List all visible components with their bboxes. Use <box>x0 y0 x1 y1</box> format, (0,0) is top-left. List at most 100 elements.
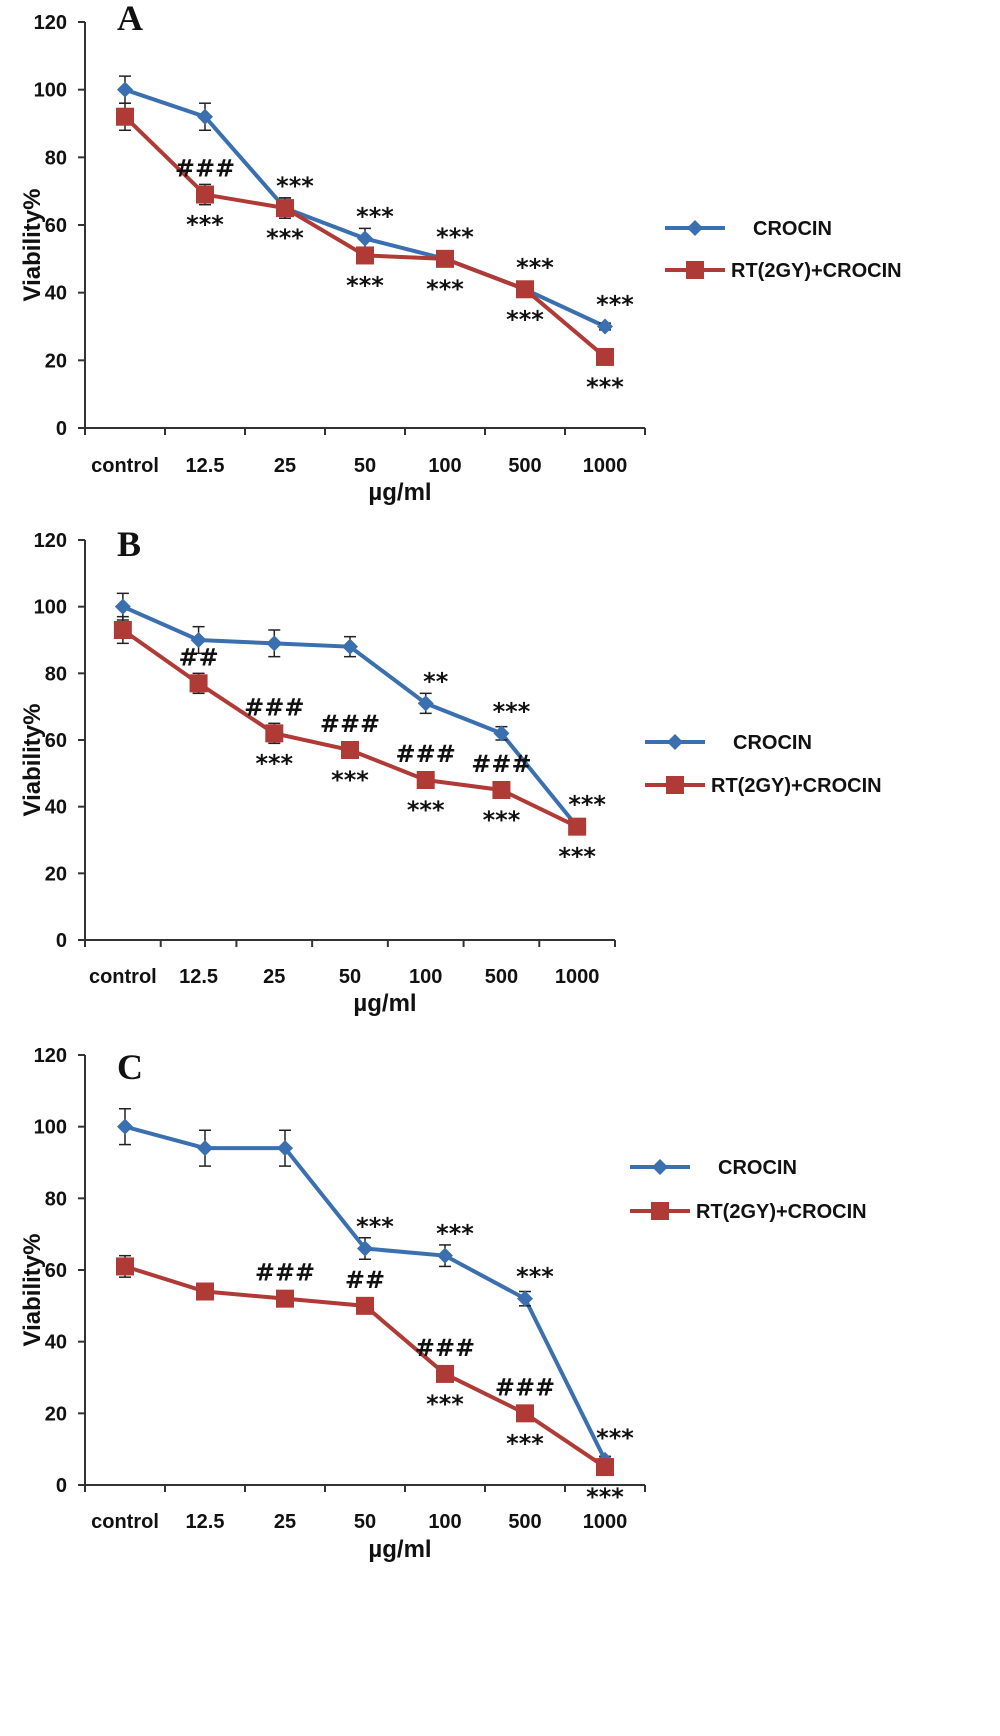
legend: CROCIN RT(2GY)+CROCIN <box>645 732 882 797</box>
x-tick-label: 50 <box>339 966 361 988</box>
data-point <box>117 81 133 98</box>
significance-label: *** <box>586 1483 624 1511</box>
significance-label: *** <box>186 211 224 239</box>
significance-label: *** <box>596 291 634 319</box>
data-point <box>516 280 534 299</box>
panel-letter: B <box>117 524 141 564</box>
significance-label: ### <box>244 693 304 721</box>
y-tick-label: 100 <box>34 80 67 102</box>
significance-label: *** <box>493 697 531 725</box>
significance-label: *** <box>266 224 304 252</box>
y-tick-label: 20 <box>45 350 67 372</box>
data-point <box>197 108 213 125</box>
y-tick-label: 20 <box>45 863 67 885</box>
y-tick-label: 0 <box>56 930 67 952</box>
significance-label: *** <box>506 1429 544 1457</box>
y-tick-label: 80 <box>45 1188 67 1210</box>
data-point <box>117 1118 133 1135</box>
y-tick-label: 0 <box>56 1475 67 1497</box>
data-point <box>189 674 208 693</box>
significance-label: *** <box>568 791 606 819</box>
data-point <box>116 107 134 126</box>
legend-swatch-marker <box>687 220 703 236</box>
series-rt-crocin <box>116 102 614 366</box>
data-point <box>196 185 214 204</box>
y-tick-label: 0 <box>56 418 67 440</box>
significance-label: *** <box>586 373 624 401</box>
data-point <box>436 1364 454 1383</box>
x-tick-label: 50 <box>354 1511 376 1533</box>
data-point <box>356 1296 374 1315</box>
data-point <box>265 724 284 743</box>
data-point <box>437 1247 453 1264</box>
x-tick-label: 1000 <box>583 1511 628 1533</box>
data-point <box>568 817 587 836</box>
x-tick-label: 1000 <box>555 966 600 988</box>
legend-label: RT(2GY)+CROCIN <box>696 1201 867 1223</box>
x-tick-label: 100 <box>428 455 461 477</box>
significance-label: ### <box>396 740 456 768</box>
y-tick-label: 40 <box>45 1332 67 1354</box>
legend-label: RT(2GY)+CROCIN <box>711 775 882 797</box>
x-tick-label: 12.5 <box>179 966 218 988</box>
y-tick-label: 60 <box>45 1260 67 1282</box>
significance-label: *** <box>331 766 369 794</box>
y-tick-label: 60 <box>45 730 67 752</box>
y-tick-label: 120 <box>34 530 67 552</box>
significance-label: *** <box>255 749 293 777</box>
x-tick-label: 50 <box>354 455 376 477</box>
significance-label: *** <box>356 1213 394 1241</box>
significance-label: *** <box>346 271 384 299</box>
y-tick-label: 80 <box>45 147 67 169</box>
data-point <box>196 1282 214 1301</box>
panel-letter: A <box>117 0 143 38</box>
data-point <box>341 741 359 759</box>
y-tick-label: 120 <box>34 1045 67 1067</box>
data-point <box>197 1140 213 1157</box>
legend-label: RT(2GY)+CROCIN <box>731 260 902 282</box>
data-point <box>517 1290 533 1307</box>
significance-label: ## <box>345 1266 385 1294</box>
x-tick-label: control <box>89 966 157 988</box>
x-tick-label: 500 <box>508 455 541 477</box>
y-axis-title: Viability% <box>19 704 46 817</box>
y-tick-label: 20 <box>45 1403 67 1425</box>
significance-label: *** <box>483 806 521 834</box>
data-point <box>114 598 131 615</box>
x-tick-label: 12.5 <box>186 455 225 477</box>
panel-c: 0 20 40 60 80 100 120 control 12.5 25 50 100 500 1000… <box>19 1045 867 1563</box>
legend-swatch-marker <box>686 261 704 279</box>
x-tick-label: 1000 <box>583 455 628 477</box>
legend-swatch-marker <box>667 734 683 750</box>
legend-label: CROCIN <box>753 218 832 240</box>
data-point <box>357 230 373 247</box>
significance-label: *** <box>426 275 464 303</box>
x-axis-title: µg/ml <box>368 1536 431 1563</box>
y-tick-label: 80 <box>45 663 67 685</box>
significance-label: *** <box>436 223 474 251</box>
legend: CROCIN RT(2GY)+CROCIN <box>630 1157 867 1223</box>
x-tick-label: control <box>91 455 159 477</box>
significance-label: ** <box>423 667 449 695</box>
legend-label: CROCIN <box>718 1157 797 1179</box>
y-axis-title: Viability% <box>19 189 46 302</box>
significance-label: ### <box>471 750 531 778</box>
data-point <box>356 246 374 265</box>
x-tick-label: 25 <box>263 966 285 988</box>
data-point <box>492 781 511 799</box>
data-point <box>596 347 614 366</box>
x-tick-label: 500 <box>508 1511 541 1533</box>
data-point <box>493 725 510 742</box>
legend: CROCIN RT(2GY)+CROCIN <box>665 218 902 282</box>
data-point <box>266 635 283 652</box>
x-tick-label: 12.5 <box>186 1511 225 1533</box>
panel-a: 0 20 40 60 80 100 120 control 12.5 25 50 100 500 1000… <box>19 0 902 506</box>
y-tick-label: 100 <box>34 1117 67 1139</box>
legend-swatch-marker <box>666 776 684 794</box>
legend-swatch-marker <box>651 1202 669 1220</box>
y-tick-label: 100 <box>34 597 67 619</box>
significance-label: *** <box>516 253 554 281</box>
significance-label: *** <box>436 1220 474 1248</box>
significance-label: ### <box>415 1334 475 1362</box>
